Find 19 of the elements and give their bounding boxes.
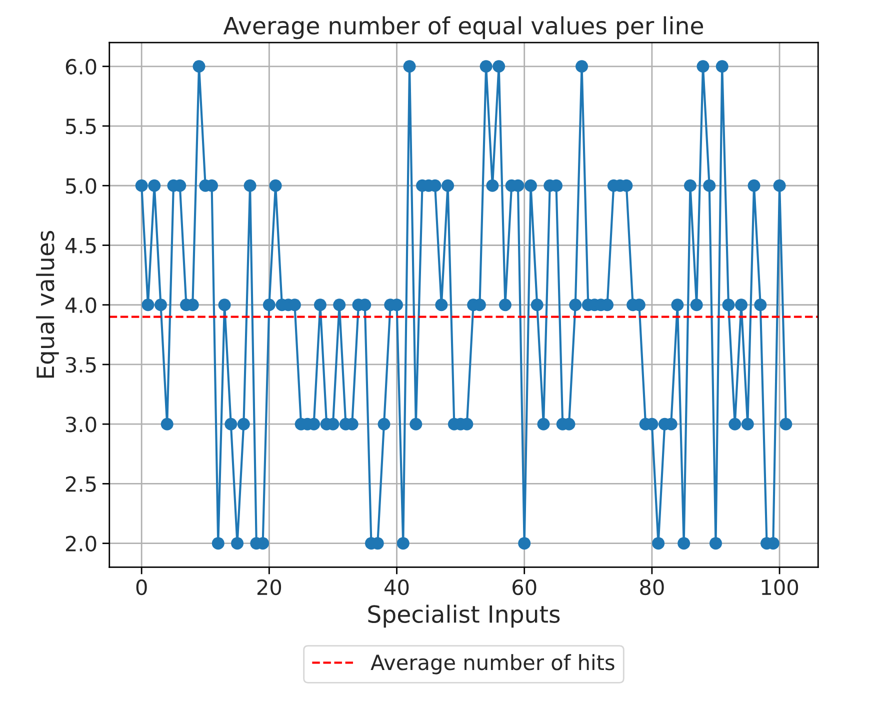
y-tick-label: 6.0: [66, 58, 96, 75]
chart-title: Average number of equal values per line: [223, 16, 704, 40]
y-tick-label: 2.0: [66, 536, 96, 552]
y-axis-title: Equal values: [36, 230, 59, 378]
x-tick-label: 20: [257, 579, 282, 596]
y-tick-label: 5.0: [66, 178, 96, 194]
x-tick-label: 80: [640, 579, 664, 596]
y-tick-label: 3.5: [66, 356, 96, 373]
y-tick-label: 4.5: [65, 238, 96, 254]
y-tick-label: 5.5: [66, 118, 96, 134]
legend-label: Average number of hits: [370, 654, 614, 674]
y-tick-label: 3.0: [66, 416, 96, 432]
y-tick-label: 4.0: [65, 297, 96, 314]
x-axis-title: Specialist Inputs: [368, 604, 560, 628]
y-tick-label: 2.5: [66, 476, 96, 492]
x-tick-label: 60: [512, 579, 536, 596]
x-tick-label: 100: [762, 579, 798, 596]
x-tick-label: 0: [136, 579, 147, 596]
x-tick-label: 40: [384, 579, 409, 596]
